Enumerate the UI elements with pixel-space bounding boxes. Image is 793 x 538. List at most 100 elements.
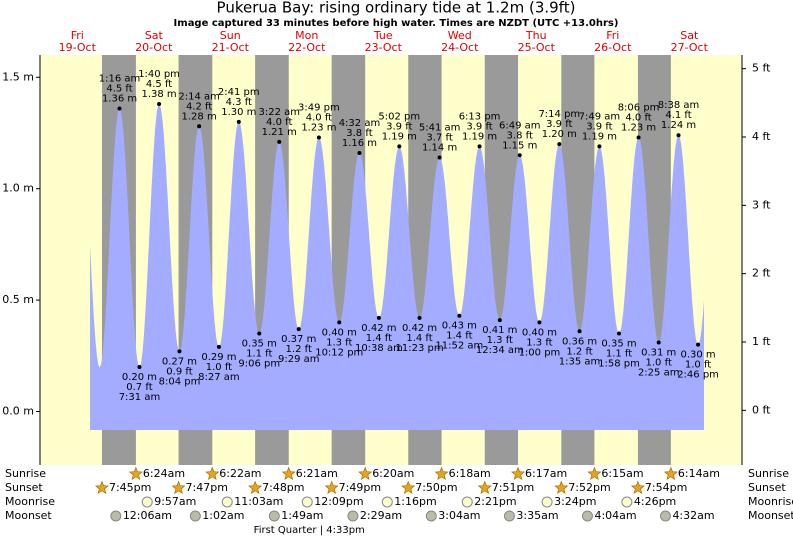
row-label: Moonset bbox=[748, 509, 793, 522]
tide-label: 1.21 m bbox=[262, 127, 297, 138]
water-area bbox=[90, 104, 704, 430]
high-tide-point bbox=[397, 144, 402, 149]
tide-label: 0.7 ft bbox=[126, 382, 152, 393]
high-tide-point bbox=[437, 155, 442, 160]
sunrise-time: 6:18am bbox=[449, 467, 491, 480]
tide-label: 0.41 m bbox=[482, 325, 517, 336]
tide-label: 1.0 ft bbox=[685, 360, 711, 371]
moonrise-icon bbox=[221, 496, 233, 508]
tide-label: 1.16 m bbox=[342, 138, 377, 149]
tide-label: 1:16 am bbox=[99, 73, 141, 84]
high-tide-point bbox=[157, 102, 162, 107]
low-tide-point bbox=[417, 315, 422, 320]
tide-label: 0.36 m bbox=[562, 336, 597, 347]
tide-label: 3.9 ft bbox=[546, 119, 572, 130]
tide-label: 8:27 am bbox=[198, 372, 240, 383]
tide-label: 7:31 am bbox=[119, 392, 161, 403]
day-name: Fri bbox=[606, 29, 619, 42]
moonrise-icon bbox=[381, 496, 393, 508]
moonrise-time: 12:09pm bbox=[314, 495, 363, 508]
tide-label: 1.38 m bbox=[141, 89, 176, 100]
low-tide-point bbox=[537, 320, 542, 325]
tide-label: 1.19 m bbox=[582, 131, 617, 142]
moonrise-time: 4:26pm bbox=[634, 495, 676, 508]
tide-label: 1:58 pm bbox=[598, 359, 640, 370]
tide-label: 1:00 pm bbox=[519, 347, 561, 358]
moonset-time: 3:04am bbox=[438, 509, 480, 522]
moonset-time: 1:02am bbox=[202, 509, 244, 522]
moonrise-icon bbox=[301, 496, 313, 508]
tide-label: 1.4 ft bbox=[366, 333, 392, 344]
sun-icon bbox=[630, 480, 645, 494]
y-tick-label: 0.5 m bbox=[2, 293, 34, 306]
tide-label: 1.2 ft bbox=[286, 344, 312, 355]
moonrise-time: 2:21pm bbox=[474, 495, 516, 508]
tide-label: 1.28 m bbox=[182, 111, 217, 122]
tide-label: 6:13 pm bbox=[459, 111, 501, 122]
moon-phase: First Quarter | 4:33pm bbox=[254, 525, 365, 536]
moonrise-icon bbox=[541, 496, 553, 508]
sun-icon bbox=[401, 480, 416, 494]
sun-icon bbox=[205, 466, 220, 480]
tide-label: 6:49 am bbox=[499, 120, 541, 131]
tide-label: 1:35 am bbox=[559, 356, 601, 367]
tide-label: 0.42 m bbox=[361, 323, 396, 334]
tide-label: 11:52 am bbox=[435, 341, 483, 352]
tide-label: 2:41 pm bbox=[218, 87, 260, 98]
tide-label: 1.14 m bbox=[422, 143, 457, 154]
tide-label: 12:34 am bbox=[476, 345, 524, 356]
moonset-time: 12:06am bbox=[123, 509, 172, 522]
day-name: Fri bbox=[71, 29, 84, 42]
sunset-time: 7:52pm bbox=[568, 481, 610, 494]
tide-label: 1.4 ft bbox=[406, 333, 432, 344]
tide-label: 3:22 am bbox=[258, 107, 300, 118]
day-date: 24-Oct bbox=[441, 41, 479, 54]
moonrise-time: 1:16pm bbox=[394, 495, 436, 508]
tide-label: 3.7 ft bbox=[426, 133, 452, 144]
sunrise-time: 6:15am bbox=[601, 467, 643, 480]
tide-label: 1:40 pm bbox=[138, 69, 180, 80]
moonset-icon bbox=[347, 510, 359, 522]
low-tide-point bbox=[696, 342, 701, 347]
moonrise-icon bbox=[621, 496, 633, 508]
high-tide-point bbox=[357, 151, 362, 156]
tide-label: 1.24 m bbox=[661, 120, 696, 131]
day-date: 22-Oct bbox=[288, 41, 326, 54]
moonset-time: 3:35am bbox=[516, 509, 558, 522]
y2-tick-label: 3 ft bbox=[752, 198, 771, 211]
high-tide-point bbox=[477, 144, 482, 149]
sunset-time: 7:50pm bbox=[415, 481, 457, 494]
sun-icon bbox=[434, 466, 449, 480]
tide-label: 1.1 ft bbox=[246, 349, 272, 360]
tide-label: 1.23 m bbox=[621, 122, 656, 133]
sunset-time: 7:51pm bbox=[492, 481, 534, 494]
day-date: 19-Oct bbox=[59, 41, 97, 54]
moonrise-time: 11:03am bbox=[234, 495, 283, 508]
moonset-icon bbox=[110, 510, 122, 522]
tide-label: 3.9 ft bbox=[386, 121, 412, 132]
tide-label: 10:12 pm bbox=[315, 347, 363, 358]
moonset-time: 1:49am bbox=[281, 509, 323, 522]
tide-label: 10:38 am bbox=[355, 343, 403, 354]
row-label: Moonrise bbox=[748, 495, 793, 508]
row-label: Moonrise bbox=[5, 495, 55, 508]
tide-label: 0.9 ft bbox=[166, 366, 192, 377]
tide-label: 4.0 ft bbox=[266, 117, 292, 128]
high-tide-point bbox=[557, 142, 562, 147]
tide-label: 1.20 m bbox=[542, 129, 577, 140]
tide-label: 4.0 ft bbox=[306, 112, 332, 123]
sunrise-time: 6:21am bbox=[296, 467, 338, 480]
low-tide-point bbox=[577, 329, 582, 334]
tide-label: 4.3 ft bbox=[226, 97, 252, 108]
tide-label: 1.19 m bbox=[382, 131, 417, 142]
sun-icon bbox=[95, 480, 109, 494]
day-date: 20-Oct bbox=[135, 41, 173, 54]
tide-label: 1.23 m bbox=[301, 122, 336, 133]
tide-label: 8:06 pm bbox=[618, 102, 660, 113]
tide-label: 1.0 ft bbox=[646, 357, 672, 368]
tide-label: 0.30 m bbox=[680, 350, 715, 361]
tide-label: 3.9 ft bbox=[586, 121, 612, 132]
sun-icon bbox=[128, 466, 143, 480]
low-tide-point bbox=[337, 320, 342, 325]
